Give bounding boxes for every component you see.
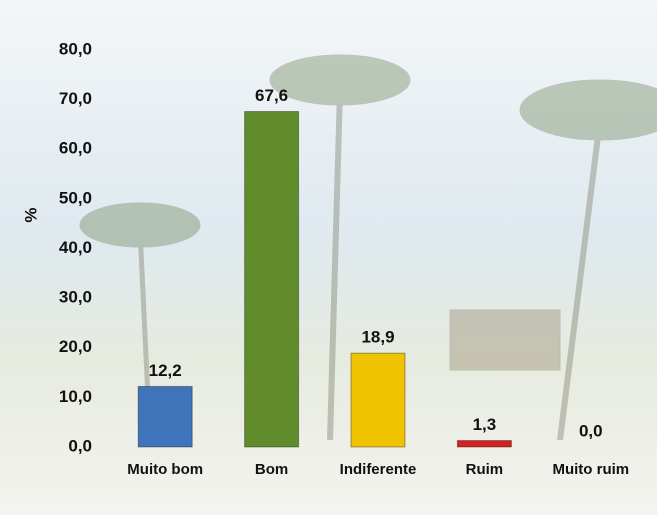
x-tick-label: Bom — [255, 461, 288, 478]
x-tick-label: Muito bom — [127, 461, 203, 478]
y-tick-label: 10,0 — [59, 387, 92, 406]
palm-decoration — [79, 54, 657, 441]
y-tick-label: 20,0 — [59, 337, 92, 356]
value-label: 0,0 — [579, 421, 603, 440]
y-tick-label: 0,0 — [68, 436, 92, 455]
bar — [137, 385, 193, 448]
x-tick-label: Muito ruim — [552, 461, 629, 478]
value-label: 12,2 — [149, 361, 182, 380]
bar — [244, 111, 300, 448]
y-tick-label: 50,0 — [59, 188, 92, 207]
y-tick-label: 40,0 — [59, 238, 92, 257]
bar — [350, 352, 406, 448]
value-label: 1,3 — [473, 415, 497, 434]
x-tick-label: Indiferente — [340, 461, 417, 478]
y-axis-label: % — [21, 207, 40, 222]
y-tick-label: 30,0 — [59, 288, 92, 307]
value-label: 18,9 — [361, 328, 394, 347]
bar — [456, 440, 512, 448]
y-tick-label: 80,0 — [59, 39, 92, 58]
x-tick-label: Ruim — [466, 461, 504, 478]
value-label: 67,6 — [255, 86, 288, 105]
y-tick-label: 60,0 — [59, 139, 92, 158]
y-tick-label: 70,0 — [59, 89, 92, 108]
